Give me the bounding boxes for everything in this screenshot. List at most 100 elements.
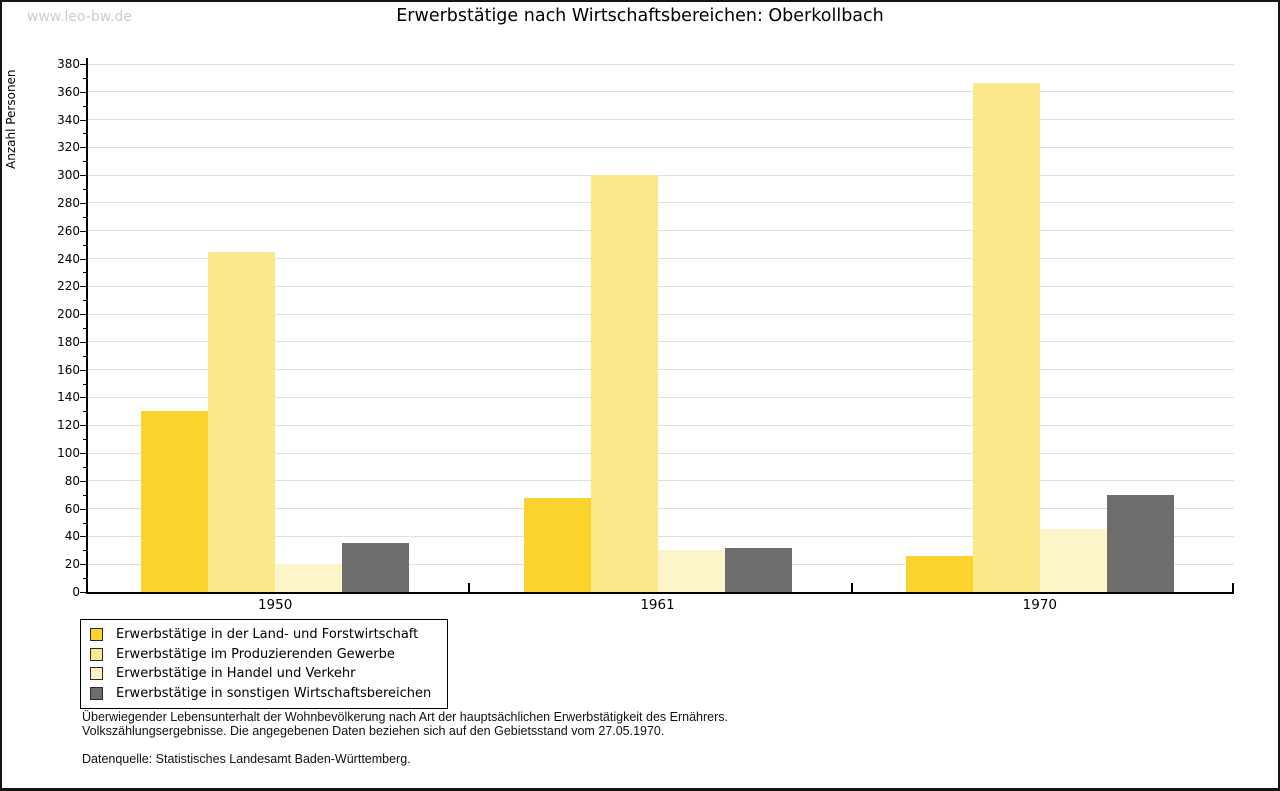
y-major-tick-320: [80, 147, 87, 149]
gridline-120: [87, 424, 1234, 426]
footnotes: Überwiegender Lebensunterhalt der Wohnbe…: [82, 710, 728, 767]
y-minor-tick-330: [83, 133, 87, 135]
footnote-line-1: Überwiegender Lebensunterhalt der Wohnbe…: [82, 710, 728, 724]
y-minor-tick-290: [83, 189, 87, 191]
gridline-60: [87, 508, 1234, 510]
y-minor-tick-110: [83, 439, 87, 441]
y-major-tick-380: [80, 64, 87, 65]
legend-item-4: Erwerbstätige in sonstigen Wirtschaftsbe…: [90, 684, 439, 704]
y-major-tick-360: [80, 91, 87, 93]
legend-item-label: Erwerbstätige im Produzierenden Gewerbe: [116, 646, 395, 662]
gridline-280: [87, 202, 1234, 204]
x-section-tick-1: [468, 583, 471, 592]
y-minor-tick-310: [83, 161, 87, 163]
gridline-300: [87, 174, 1234, 176]
gridline-160: [87, 369, 1234, 371]
y-tick-label-60: 60: [64, 501, 80, 516]
y-minor-tick-250: [83, 244, 87, 246]
watermark: www.leo-bw.de: [27, 9, 132, 25]
y-tick-label-280: 280: [57, 195, 80, 210]
y-minor-tick-130: [83, 411, 87, 413]
y-tick-label-360: 360: [57, 84, 80, 99]
y-major-tick-200: [80, 314, 87, 316]
bar-1970-series-2: [972, 83, 1040, 592]
gridline-140: [87, 396, 1234, 398]
y-major-tick-300: [80, 175, 87, 177]
gridline-180: [87, 341, 1234, 343]
gridline-200: [87, 313, 1234, 315]
y-tick-label-320: 320: [57, 140, 80, 155]
y-tick-label-80: 80: [64, 473, 80, 488]
bar-1970-series-4: [1106, 494, 1174, 592]
gridline-260: [87, 230, 1234, 232]
y-major-tick-260: [80, 230, 87, 232]
y-major-tick-120: [80, 425, 87, 427]
footnote-line-2: Volkszählungsergebnisse. Die angegebenen…: [82, 723, 665, 738]
y-major-tick-0: [80, 592, 87, 593]
y-tick-label-120: 120: [57, 418, 80, 433]
legend-swatch-icon: [90, 667, 103, 681]
gridline-40: [87, 535, 1234, 537]
legend-item-1: Erwerbstätige in der Land- und Forstwirt…: [90, 625, 439, 645]
bar-1970-series-1: [905, 555, 973, 592]
legend-item-3: Erwerbstätige in Handel und Verkehr: [90, 664, 439, 684]
gridline-100: [87, 452, 1234, 454]
legend-item-2: Erwerbstätige im Produzierenden Gewerbe: [90, 645, 439, 665]
bar-1950-series-3: [275, 564, 343, 592]
y-tick-label-160: 160: [57, 362, 80, 377]
y-tick-label-140: 140: [57, 390, 80, 405]
gridline-340: [87, 119, 1234, 121]
bar-1961-series-3: [657, 550, 725, 592]
y-minor-tick-30: [83, 550, 87, 552]
y-major-tick-40: [80, 536, 87, 538]
y-minor-tick-50: [83, 522, 87, 524]
y-tick-label-40: 40: [64, 529, 80, 544]
y-minor-tick-10: [83, 578, 87, 580]
y-axis-line: [86, 58, 88, 593]
y-tick-label-300: 300: [57, 168, 80, 183]
y-tick-label-220: 220: [57, 279, 80, 294]
y-major-tick-340: [80, 119, 87, 121]
bar-1970-series-3: [1039, 529, 1107, 592]
x-axis-end-tick: [1232, 583, 1234, 592]
y-minor-tick-170: [83, 355, 87, 357]
y-major-tick-20: [80, 564, 87, 566]
bar-1961-series-1: [523, 497, 591, 592]
bar-1950-series-2: [208, 251, 276, 592]
y-tick-label-180: 180: [57, 334, 80, 349]
y-major-tick-220: [80, 286, 87, 288]
y-minor-tick-350: [83, 105, 87, 107]
legend-swatch-icon: [90, 647, 103, 661]
y-major-tick-160: [80, 369, 87, 371]
x-axis-line: [86, 592, 1234, 594]
y-major-tick-100: [80, 453, 87, 455]
y-major-tick-140: [80, 397, 87, 399]
bar-1961-series-2: [590, 175, 658, 592]
y-tick-label-240: 240: [57, 251, 80, 266]
gridline-220: [87, 285, 1234, 287]
y-major-tick-80: [80, 480, 87, 482]
y-axis-label: Anzahl Personen: [4, 69, 18, 170]
legend-swatch-icon: [90, 686, 103, 700]
y-tick-label-380: 380: [57, 57, 80, 71]
chart-title: Erwerbstätige nach Wirtschaftsbereichen:…: [396, 6, 884, 26]
y-minor-tick-90: [83, 466, 87, 468]
y-major-tick-180: [80, 341, 87, 343]
bar-1961-series-4: [724, 547, 792, 592]
y-tick-label-200: 200: [57, 307, 80, 322]
y-minor-tick-70: [83, 494, 87, 496]
y-major-tick-240: [80, 258, 87, 260]
gridline-240: [87, 258, 1234, 260]
y-minor-tick-230: [83, 272, 87, 274]
x-category-label-1970: 1970: [1022, 597, 1057, 613]
x-category-label-1961: 1961: [640, 597, 675, 613]
bar-1950-series-4: [342, 543, 410, 592]
gridline-360: [87, 91, 1234, 93]
y-tick-label-20: 20: [64, 557, 80, 572]
y-tick-label-340: 340: [57, 112, 80, 127]
legend-item-label: Erwerbstätige in der Land- und Forstwirt…: [116, 627, 419, 643]
y-minor-tick-270: [83, 216, 87, 218]
x-category-label-1950: 1950: [257, 597, 293, 613]
